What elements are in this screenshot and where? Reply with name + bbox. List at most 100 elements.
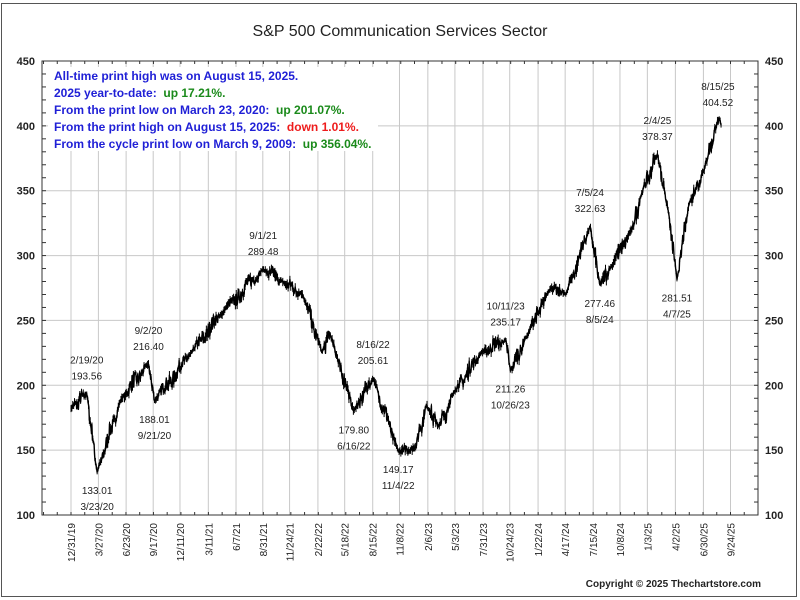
y-tick-label-left: 200	[17, 380, 35, 392]
annotation-date: 8/15/25	[701, 82, 735, 93]
x-tick-label: 8/15/22	[369, 523, 380, 557]
annotation-date: 10/11/23	[487, 302, 526, 313]
info-line: 2025 year-to-date: up 17.21%.	[54, 86, 225, 100]
x-tick-label: 12/31/19	[67, 523, 78, 562]
x-tick-label: 1/3/25	[643, 523, 654, 551]
annotation-value: 378.37	[642, 132, 673, 143]
annotation: 149.17 11/4/22	[382, 465, 415, 492]
annotation-date: 4/7/25	[663, 310, 691, 321]
x-tick-label: 2/22/22	[314, 523, 325, 557]
annotation-date: 11/4/22	[382, 481, 415, 492]
annotation: 8/15/25 404.52	[701, 82, 735, 109]
info-text-red: down 1.01%.	[287, 120, 359, 134]
annotation-value: 322.63	[575, 204, 606, 215]
x-tick-label: 9/17/20	[149, 523, 160, 557]
x-tick-label: 7/31/23	[479, 523, 490, 557]
info-line: From the cycle print low on March 9, 200…	[54, 137, 371, 151]
annotation: 9/1/21 289.48	[248, 231, 279, 258]
info-text-blue: From the cycle print low on March 9, 200…	[54, 137, 303, 151]
y-tick-label-right: 100	[765, 510, 783, 522]
x-tick-label: 2/6/23	[424, 523, 435, 551]
annotation-date: 3/23/20	[80, 502, 114, 513]
info-line: From the print high on August 15, 2025: …	[54, 120, 359, 134]
price-series	[70, 116, 722, 475]
annotation-date: 2/19/20	[70, 356, 104, 367]
annotation-date: 2/4/25	[644, 116, 672, 127]
annotation-date: 9/1/21	[249, 231, 277, 242]
y-tick-label-right: 350	[765, 186, 783, 198]
x-tick-label: 9/24/25	[727, 523, 738, 557]
chart-title: S&P 500 Communication Services Sector	[253, 23, 549, 40]
annotation-value: 133.01	[82, 486, 113, 497]
info-text-blue: All-time print high was on August 15, 20…	[54, 69, 298, 83]
annotation-date: 8/16/22	[356, 340, 390, 351]
annotation: 2/19/20 193.56	[70, 356, 104, 383]
x-tick-label: 5/3/23	[451, 523, 462, 551]
annotation-date: 7/5/24	[576, 188, 604, 199]
x-tick-label: 1/22/24	[534, 523, 545, 557]
annotation-value: 211.26	[495, 385, 525, 396]
y-tick-label-right: 150	[765, 445, 783, 457]
annotation-date: 9/2/20	[135, 326, 163, 337]
annotation-value: 235.17	[490, 318, 521, 329]
x-tick-label: 3/27/20	[94, 523, 105, 557]
x-tick-label: 12/11/20	[176, 523, 187, 562]
x-tick-label: 4/2/25	[671, 523, 682, 551]
x-tick-label: 8/31/21	[259, 523, 270, 557]
y-tick-label-left: 100	[17, 510, 35, 522]
x-tick-label: 10/8/24	[616, 523, 627, 557]
axes: 100 100 150 150 200 200 250 250 300 300 350 350 400 4…	[17, 56, 784, 562]
annotation: 10/11/23 235.17	[487, 302, 526, 329]
annotation: 9/2/20 216.40	[133, 326, 164, 353]
x-tick-label: 4/17/24	[561, 523, 572, 557]
info-text-blue: 2025 year-to-date:	[54, 86, 163, 100]
annotation: 2/4/25 378.37	[642, 116, 673, 143]
y-tick-label-left: 300	[17, 251, 35, 263]
annotation: 277.46 8/5/24	[584, 299, 615, 326]
x-tick-label: 10/24/23	[506, 523, 517, 562]
annotation: 7/5/24 322.63	[575, 188, 606, 215]
info-line: From the print low on March 23, 2020: up…	[54, 103, 345, 117]
annotation-value: 193.56	[71, 372, 102, 383]
y-tick-label-left: 350	[17, 186, 35, 198]
x-tick-label: 6/23/20	[122, 523, 133, 557]
x-tick-label: 3/11/21	[204, 523, 215, 556]
info-text-green: up 201.07%.	[276, 103, 345, 117]
y-tick-label-right: 450	[765, 56, 783, 68]
annotation-value: 404.52	[703, 98, 734, 109]
info-box-background	[48, 67, 378, 151]
annotation: 8/16/22 205.61	[356, 340, 390, 367]
annotation-value: 188.01	[139, 415, 170, 426]
annotation: 179.80 6/16/22	[337, 425, 371, 452]
x-tick-label: 11/24/21	[286, 523, 297, 562]
y-tick-label-right: 300	[765, 251, 783, 263]
info-box: All-time print high was on August 15, 20…	[48, 67, 378, 151]
y-tick-label-right: 200	[765, 380, 783, 392]
x-tick-label: 11/8/22	[395, 523, 406, 556]
annotation-date: 6/16/22	[337, 441, 371, 452]
annotation-value: 179.80	[339, 425, 370, 436]
annotation-date: 8/5/24	[586, 315, 614, 326]
annotation-date: 10/26/23	[491, 401, 530, 412]
annotation-value: 216.40	[133, 342, 164, 353]
copyright-text: Copyright © 2025 Thechartstore.com	[586, 579, 761, 590]
info-text-green: up 17.21%.	[163, 86, 225, 100]
x-tick-label: 6/30/25	[699, 523, 710, 557]
x-tick-label: 6/7/21	[232, 523, 243, 551]
info-text-green: up 356.04%.	[303, 137, 372, 151]
y-tick-label-right: 250	[765, 315, 783, 327]
x-tick-label: 7/15/24	[589, 523, 600, 557]
annotation-value: 281.51	[662, 294, 693, 305]
info-text-blue: From the print high on August 15, 2025:	[54, 120, 287, 134]
annotation: 133.01 3/23/20	[80, 486, 114, 513]
annotation-date: 9/21/20	[138, 431, 172, 442]
y-tick-label-right: 400	[765, 121, 783, 133]
annotations: 2/19/20 193.56 133.01 3/23/20 9/2/20 216.40 18…	[70, 82, 735, 513]
y-tick-label-left: 400	[17, 121, 35, 133]
annotation: 281.51 4/7/25	[662, 294, 693, 321]
annotation-value: 205.61	[358, 356, 389, 367]
annotation-value: 289.48	[248, 247, 279, 258]
info-line: All-time print high was on August 15, 20…	[54, 69, 298, 83]
annotation: 211.26 10/26/23	[491, 385, 530, 412]
